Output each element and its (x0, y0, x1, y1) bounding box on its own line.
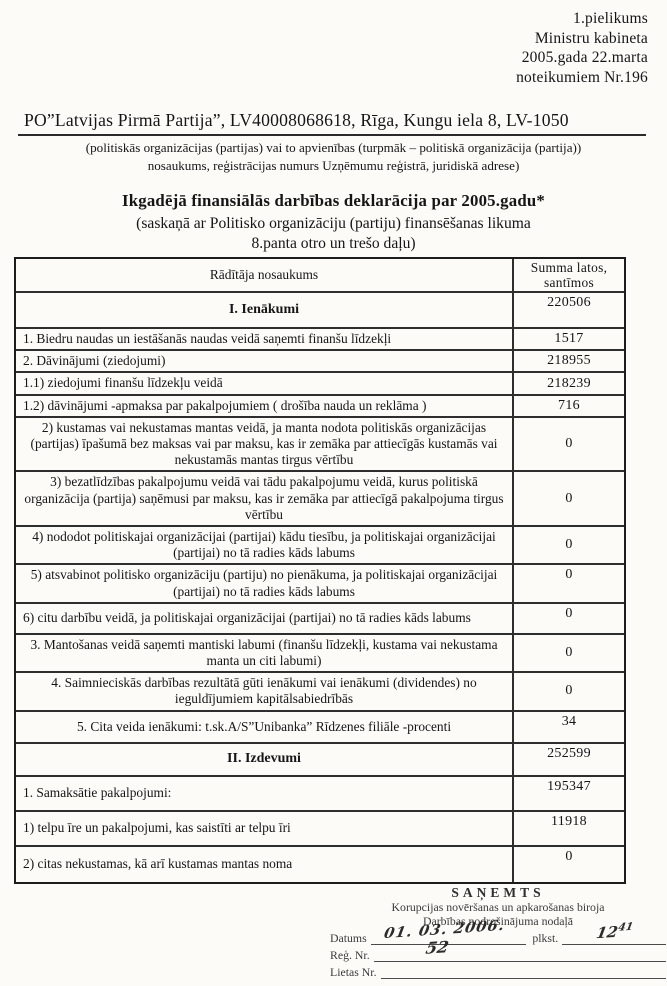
amount-cell: 0 (512, 673, 624, 710)
stamp-case-label: Lietas Nr. (330, 965, 377, 979)
stamp-case-row: Lietas Nr. (330, 965, 666, 979)
table-row: 1) telpu īre un pakalpojumi, kas saistīt… (16, 811, 624, 847)
amount-cell: 11918 (512, 811, 624, 845)
column-header-amount: Summa latos, santīmos (512, 259, 624, 291)
caption-line: nosaukums, reģistrācijas numurs Uzņēmumu… (147, 158, 520, 173)
row-label: 4. Saimnieciskās darbības rezultātā gūti… (51, 675, 477, 707)
stamp-date-label: Datums (330, 931, 367, 945)
amount-cell: 0 (512, 846, 624, 882)
row-label: 1.2) dāvinājumi -apmaksa par pakalpojumi… (23, 397, 427, 413)
table-row: 1. Samaksātie pakalpojumi: 195347 (16, 776, 624, 812)
row-label: 1) telpu īre un pakalpojumi, kas saistīt… (23, 820, 291, 836)
table-row: 5) atsvabinot politisko organizāciju (pa… (16, 565, 624, 604)
table-row: 2. Dāvinājumi (ziedojumi) 218955 (16, 351, 624, 374)
organization-field-caption: (politiskās organizācijas (partijas) vai… (0, 139, 667, 175)
stamp-date-row: Datums plkst. 01. 03. 2006. 1241 (330, 917, 666, 945)
subtitle-line: (saskaņā ar Politisko organizāciju (part… (136, 215, 531, 232)
amount-cell: 0 (512, 565, 624, 602)
row-label: 1. Samaksātie pakalpojumi: (23, 785, 172, 801)
amount-cell: 0 (512, 417, 624, 471)
column-header-indicator: Rādītāja nosaukums (209, 266, 319, 282)
row-label: 5) atsvabinot politisko organizāciju (pa… (30, 567, 498, 599)
table-row: I. Ienākumi 220506 (16, 293, 624, 329)
table-row: 2) citas nekustamas, kā arī kustamas man… (16, 846, 624, 882)
annex-line: 1.pielikums (573, 10, 648, 27)
amount-cell: 220506 (512, 293, 624, 327)
row-label: 4) nododot politiskajai organizācijai (p… (32, 529, 496, 561)
received-stamp: SAŅEMTS Korupcijas novēršanas un apkaroš… (330, 886, 666, 979)
table-row: 4) nododot politiskajai organizācijai (p… (16, 527, 624, 566)
amount-cell: 252599 (512, 743, 624, 775)
amount-cell: 34 (512, 711, 624, 742)
section-label: I. Ienākumi (228, 301, 300, 317)
amount-cell: 0 (512, 527, 624, 564)
row-label: 1. Biedru naudas un iestāšanās naudas ve… (23, 331, 392, 346)
table-row: II. Izdevumi 252599 (16, 743, 624, 777)
annex-line: noteikumiem Nr.196 (516, 68, 648, 86)
table-row: 2) kustamas vai nekustamas mantas veidā,… (16, 417, 624, 473)
subtitle-line: 8.panta otro un trešo daļu) (251, 235, 416, 252)
stamp-reg-blank-line (373, 950, 666, 962)
stamp-case-blank-line (380, 967, 666, 979)
amount-cell: 195347 (512, 776, 624, 810)
stamp-reg-label: Reģ. Nr. (330, 948, 370, 962)
amount-cell: 716 (512, 395, 624, 416)
stamp-time-label: plkst. (532, 931, 559, 945)
table-row: 5. Cita veida ienākumi: t.sk.A/S”Unibank… (16, 711, 624, 744)
handwritten-time: 1241 (594, 920, 634, 943)
row-label: 3) bezatlīdzības pakalpojumu veidā vai t… (24, 474, 504, 522)
row-label: 2) citas nekustamas, kā arī kustamas man… (23, 856, 293, 872)
page-title: Ikgadējā finansiālās darbības deklarācij… (121, 191, 546, 210)
section-label: II. Izdevumi (227, 751, 301, 767)
declaration-title-block: Ikgadējā finansiālās darbības deklarācij… (0, 191, 667, 254)
stamp-department-line: Darbības nodrošinājuma nodaļā (422, 914, 574, 928)
organization-name-line: PO”Latvijas Pirmā Partija”, LV4000806861… (18, 110, 646, 136)
row-label: 6) citu darbību veidā, ja politiskajai o… (23, 610, 471, 626)
table-row: 1.1) ziedojumi finanšu līdzekļu veidā 21… (16, 373, 624, 396)
row-label: 2) kustamas vai nekustamas mantas veidā,… (30, 419, 498, 468)
stamp-office-line: Korupcijas novēršanas un apkarošanas bir… (391, 900, 605, 914)
table-row: 1.2) dāvinājumi -apmaksa par pakalpojumi… (16, 395, 624, 418)
row-label: 5. Cita veida ienākumi: t.sk.A/S”Unibank… (76, 718, 452, 734)
table-row: 6) citu darbību veidā, ja politiskajai o… (16, 603, 624, 635)
page-subtitle: (saskaņā ar Politisko organizāciju (part… (0, 214, 667, 254)
annex-line: Ministru kabineta (534, 29, 648, 47)
amount-cell: 1517 (512, 329, 624, 350)
caption-line: (politiskās organizācijas (partijas) vai… (85, 140, 582, 155)
amount-cell: 218239 (512, 373, 624, 394)
declaration-table: Rādītāja nosaukums Summa latos, santīmos… (14, 257, 626, 884)
table-row: 3. Mantošanas veidā saņemti mantiski lab… (16, 634, 624, 674)
amount-cell: 0 (512, 603, 624, 633)
annex-line: 2005.gada 22.marta (521, 49, 648, 66)
amount-cell: 218955 (512, 351, 624, 372)
annex-reference: 1.pielikums Ministru kabineta 2005.gada … (516, 9, 648, 87)
row-label: 3. Mantošanas veidā saņemti mantiski lab… (30, 636, 498, 669)
row-label: 2. Dāvinājumi (ziedojumi) (23, 353, 166, 369)
table-row: 1. Biedru naudas un iestāšanās naudas ve… (16, 329, 624, 352)
stamp-date-blank-line (370, 933, 527, 945)
stamp-reg-row: Reģ. Nr. 52 (330, 937, 666, 962)
row-label: 1.1) ziedojumi finanšu līdzekļu veidā (23, 375, 223, 391)
handwritten-reg-number: 52 (424, 937, 451, 958)
table-row: 4. Saimnieciskās darbības rezultātā gūti… (16, 673, 624, 712)
table-row: 3) bezatlīdzības pakalpojumu veidā vai t… (16, 472, 624, 528)
stamp-time-blank-line (562, 933, 666, 945)
amount-cell: 0 (512, 472, 624, 526)
table-header-row: Rādītāja nosaukums Summa latos, santīmos (16, 259, 624, 293)
stamp-received-label: SAŅEMTS (451, 885, 545, 900)
amount-cell: 0 (512, 634, 624, 672)
